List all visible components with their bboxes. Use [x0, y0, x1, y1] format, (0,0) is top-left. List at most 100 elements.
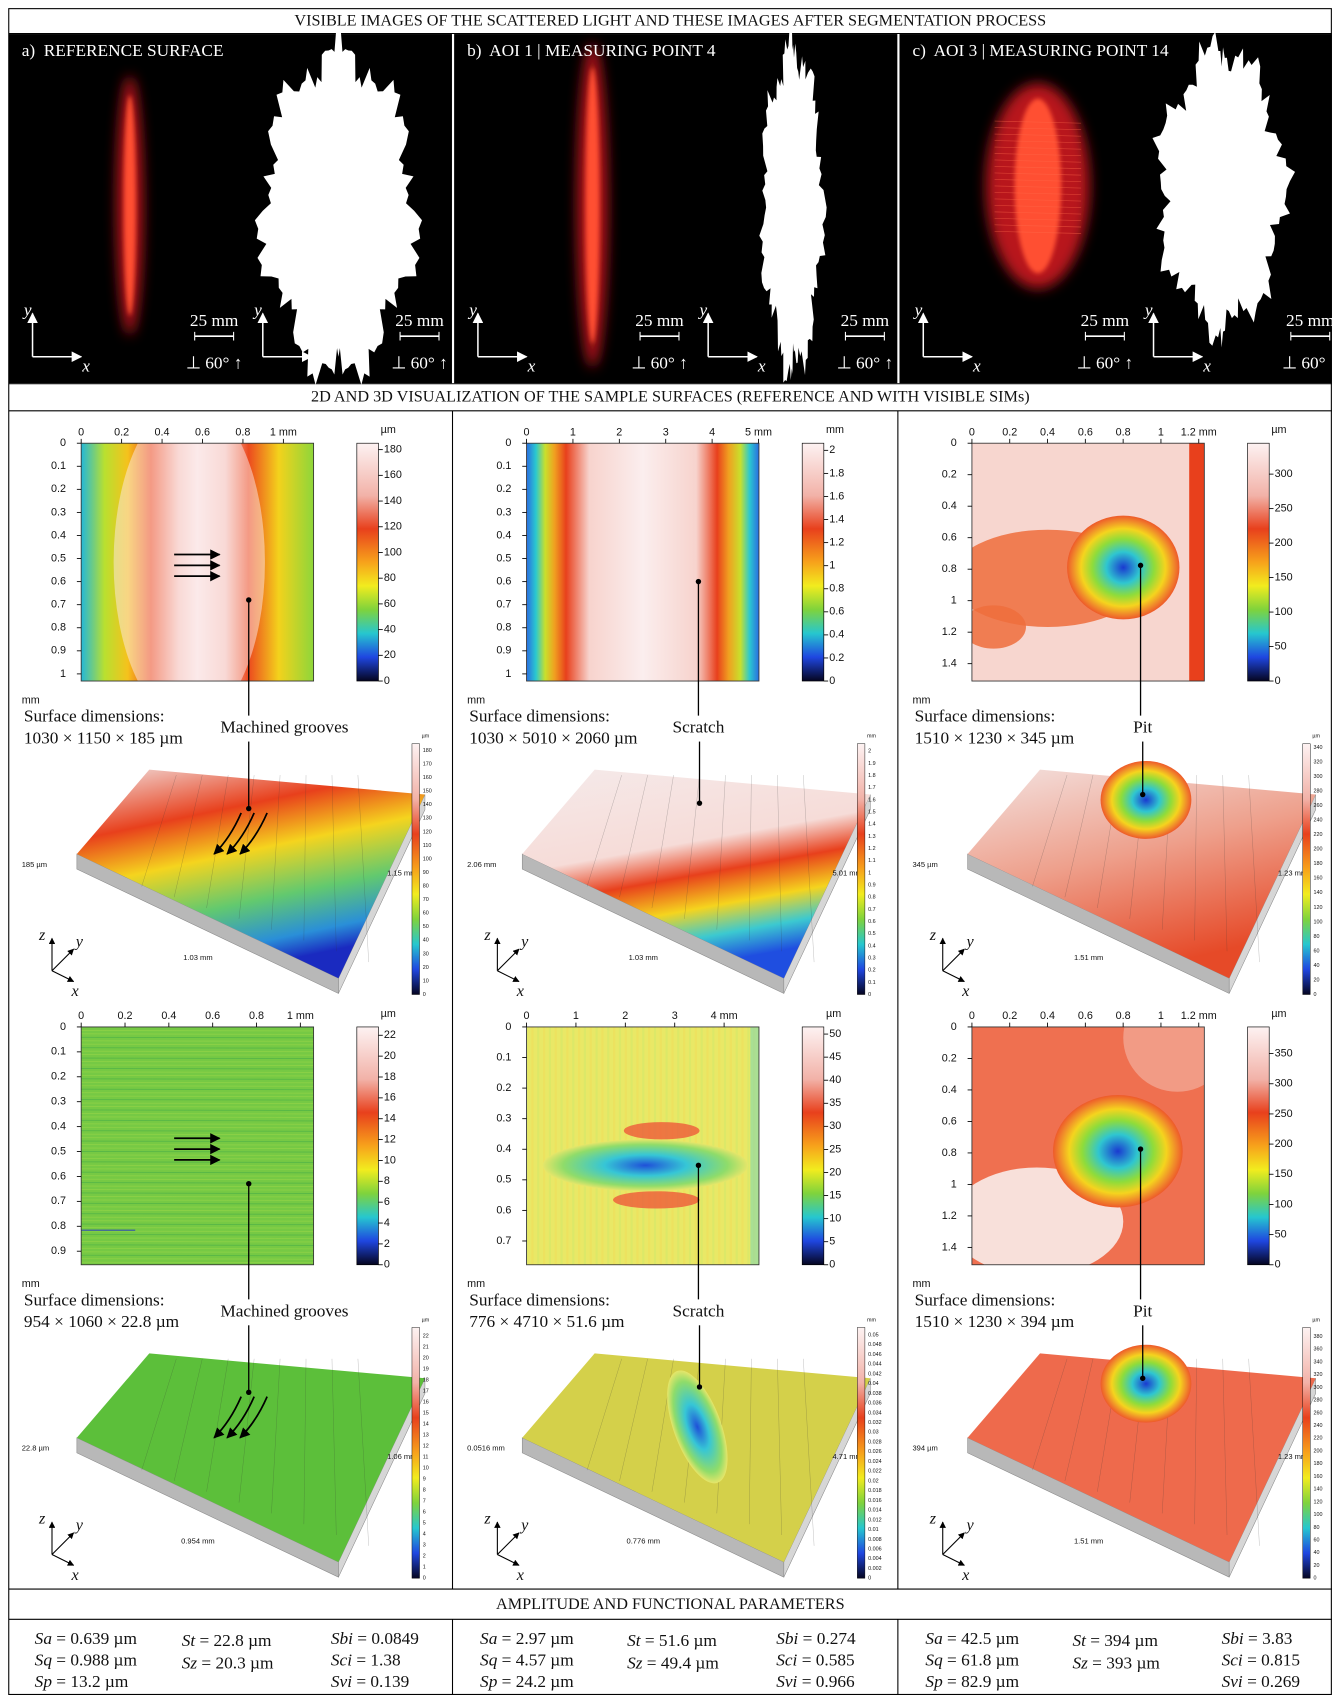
colorbar-tick-label: 340 [1314, 1359, 1323, 1365]
colorbar-unit: µm [826, 1008, 841, 1020]
colorbar-tick-label: 0 [384, 675, 390, 687]
texture-line [81, 1210, 313, 1211]
colorbar-tick-label: 0.012 [868, 1517, 882, 1523]
angle-label: ⊥ 60° ↑ [837, 353, 894, 372]
y-unit: mm [912, 1278, 930, 1290]
colorbar-tick-label: 8 [423, 1488, 426, 1494]
colorbar-tick-label: 4 [423, 1532, 426, 1538]
axis-label: y [965, 1516, 975, 1534]
x-tick-label: 0.4 [1040, 426, 1055, 438]
angle-label: ⊥ 60° ↑ [631, 353, 688, 372]
colorbar-tick-label: 280 [1314, 1398, 1323, 1404]
dimensions-title: Surface dimensions: [915, 1290, 1056, 1309]
colorbar-tick-label: 8 [384, 1175, 390, 1187]
axis-label: y [698, 300, 708, 319]
colorbar-tick-label: 100 [1314, 1512, 1323, 1518]
length-label: 1.51 mm [1074, 1536, 1103, 1545]
colorbar-tick-label: 0 [1275, 1259, 1281, 1271]
colorbar-tick-label: 0.04 [868, 1381, 879, 1387]
y-tick-label: 0.6 [496, 575, 511, 587]
edge-strip [1189, 443, 1204, 681]
texture-line [81, 1158, 313, 1159]
dimensions: 1030 × 5010 × 2060 µm [469, 728, 638, 747]
colorbar-tick-label: 0.01 [868, 1527, 879, 1533]
colorbar-3d [857, 744, 865, 995]
texture-line [81, 1068, 313, 1069]
parameter-value: = 1.38 [352, 1650, 401, 1669]
colorbar-tick-label: 1.6 [868, 797, 876, 803]
parameter: Sci = 0.585 [776, 1650, 854, 1669]
parameter-value: = 20.3 µm [197, 1654, 274, 1673]
colorbar-tick-label: 20 [384, 1050, 396, 1062]
section-header: AMPLITUDE AND FUNCTIONAL PARAMETERS [496, 1595, 845, 1613]
axis-label: y [22, 300, 32, 319]
angle-label: ⊥ 60° ↑ [1077, 353, 1134, 372]
parameter-value: = 82.9 µm [943, 1672, 1020, 1691]
colorbar-tick-label: 100 [384, 546, 402, 558]
texture-line [81, 1044, 313, 1045]
texture-line [81, 1089, 313, 1090]
axis-label: z [38, 926, 46, 944]
colorbar-tick-label: 0.044 [868, 1362, 882, 1368]
texture-line [81, 1048, 313, 1049]
parameter-value: = 51.6 µm [641, 1631, 718, 1650]
parameter-value: = 0.988 µm [52, 1650, 138, 1669]
colorbar-tick-label: 1.9 [868, 761, 876, 767]
colorbar-tick-label: 300 [1314, 1385, 1323, 1391]
parameter-symbol: Sz [627, 1654, 643, 1673]
x-tick-label: 0.2 [1002, 1010, 1017, 1022]
y-tick-label: 0.1 [51, 460, 66, 472]
colorbar-3d [1303, 1327, 1311, 1578]
x-tick-label: 3 [672, 1010, 678, 1022]
axis-label: x [70, 982, 79, 1000]
x-tick-label: 0 [524, 1010, 530, 1022]
colorbar-tick-label: 0 [384, 1259, 390, 1271]
dimensions: 1030 × 1150 × 185 µm [24, 728, 183, 747]
colorbar-tick-label: 150 [423, 789, 432, 795]
colorbar-tick-label: 1.8 [868, 773, 876, 779]
scale-label: 25 mm [635, 311, 684, 330]
colorbar-tick-label: 200 [1314, 847, 1323, 853]
colorbar [1248, 1027, 1270, 1265]
y-tick-label: 0 [60, 1021, 66, 1033]
parameter-symbol: Sp [925, 1672, 943, 1691]
texture-line [81, 1037, 313, 1038]
map-content [81, 400, 313, 724]
texture-line [81, 1117, 313, 1118]
parameter: St = 394 µm [1072, 1631, 1158, 1650]
y-tick-label: 0.2 [942, 469, 957, 481]
texture-line [81, 1248, 313, 1249]
colorbar-tick-label: 0 [1314, 1576, 1317, 1582]
colorbar-tick-label: 1.2 [868, 846, 876, 852]
colorbar-tick-label: 80 [384, 572, 396, 584]
pit [1053, 1095, 1183, 1207]
axis-label: x [961, 982, 970, 1000]
parameter: Sbi = 3.83 [1222, 1629, 1293, 1648]
colorbar-tick-label: 360 [1314, 1347, 1323, 1353]
colorbar-tick-label: 11 [423, 1455, 429, 1461]
parameter-value: = 0.139 [352, 1672, 409, 1691]
angle-label: ⊥ 60° ↑ [1282, 353, 1332, 372]
edge-strip [750, 1027, 759, 1265]
colorbar-tick-label: 0 [1314, 992, 1317, 998]
height-band [114, 400, 265, 724]
parameter-value: = 22.8 µm [195, 1631, 272, 1650]
y-tick-label: 1 [951, 1178, 957, 1190]
colorbar-tick-label: 0.024 [868, 1459, 882, 1465]
colorbar-tick-label: 1.1 [868, 858, 876, 864]
axis-label: x [81, 357, 90, 376]
y-tick-label: 1 [505, 668, 511, 680]
colorbar-tick-label: 0.006 [868, 1546, 882, 1552]
y-tick-label: 0.7 [51, 599, 66, 611]
y-tick-label: 1.4 [942, 1241, 957, 1253]
y-tick-label: 0.2 [942, 1052, 957, 1064]
axis-label: y [252, 300, 262, 319]
annotation: Scratch [673, 1301, 725, 1320]
y-tick-label: 0.2 [496, 483, 511, 495]
marker-dot [1140, 792, 1145, 797]
colorbar-tick-label: 0.2 [829, 652, 844, 664]
texture-line [81, 1193, 313, 1194]
marker-dot [246, 1390, 251, 1395]
colorbar-tick-label: 20 [423, 1356, 429, 1362]
x-tick-label: 0.8 [1116, 1010, 1131, 1022]
